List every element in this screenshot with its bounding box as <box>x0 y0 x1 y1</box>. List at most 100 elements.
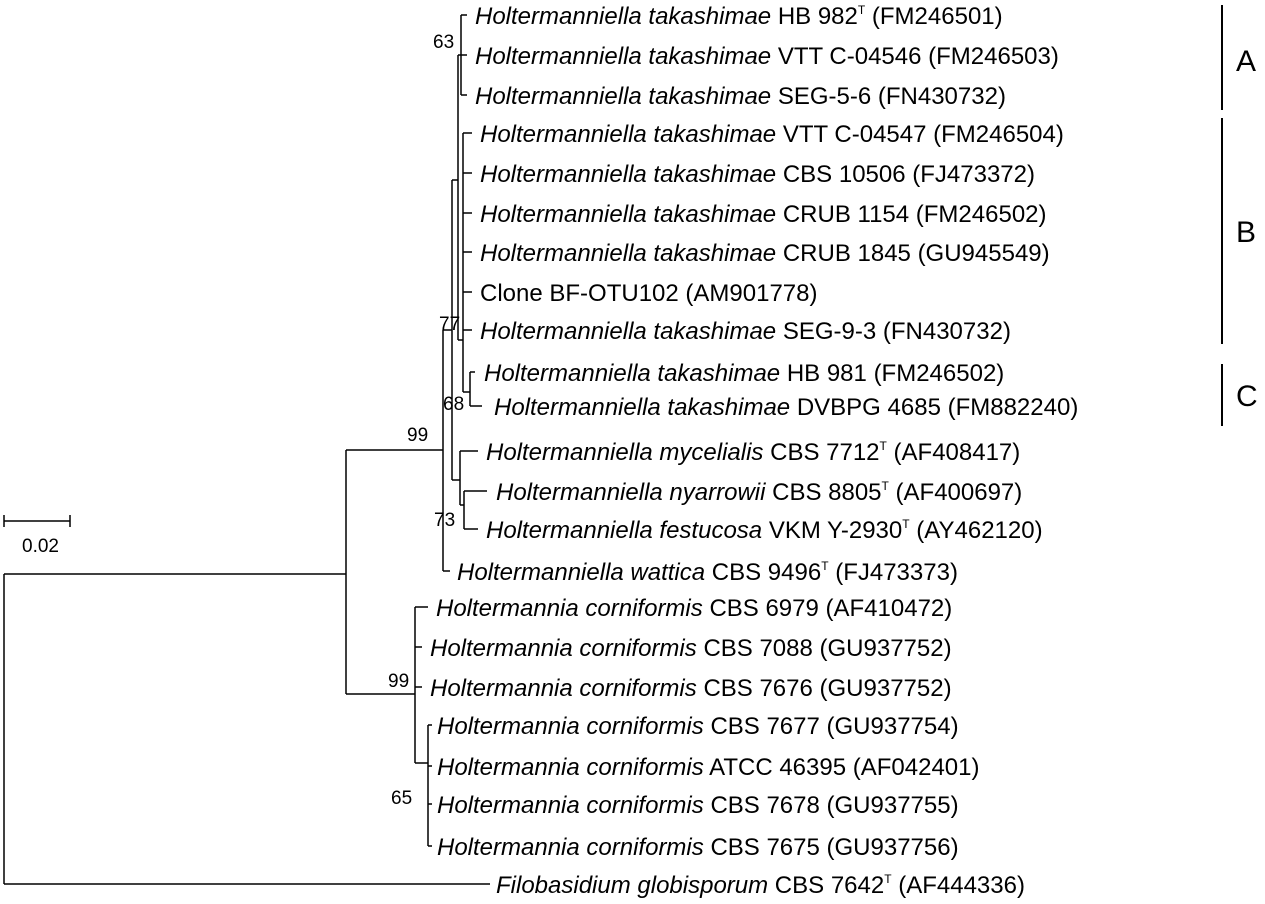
accession-number: (AF042401) <box>853 754 980 781</box>
leaf-label: Clone BF-OTU102 (AM901778) <box>480 280 818 307</box>
strain-name: CBS 7677 <box>710 713 819 740</box>
accession-number: (AF444336) <box>898 872 1025 899</box>
strain-name: CBS 7712 <box>770 439 879 466</box>
clade-markers: A B C <box>1221 5 1258 426</box>
bootstrap-value: 99 <box>407 425 428 446</box>
accession-number: (FM882240) <box>948 394 1079 421</box>
bootstrap-value: 65 <box>391 788 412 809</box>
accession-number: (FN430732) <box>883 318 1011 345</box>
species-name: Holtermanniella takashimae <box>480 318 776 345</box>
accession-number: (FM246503) <box>928 43 1059 70</box>
scale-bar: 0.02 <box>3 515 71 557</box>
strain-name: CRUB 1154 <box>783 201 909 228</box>
strain-name: CRUB 1845 <box>783 240 911 267</box>
accession-number: (AY462120) <box>916 517 1042 544</box>
species-name: Holtermanniella takashimae <box>480 121 776 148</box>
strain-name: VTT C-04546 <box>778 43 922 70</box>
accession-number: (GU937754) <box>827 713 959 740</box>
species-name: Holtermanniella takashimae <box>475 83 771 110</box>
strain-name: HB 981 <box>787 360 867 387</box>
leaf-label: Filobasidium globisporum CBS 7642T (AF44… <box>496 872 1025 899</box>
clade-b-label: B <box>1236 216 1256 249</box>
leaf-label: Holtermanniella nyarrowii CBS 8805T (AF4… <box>496 479 1022 506</box>
species-name: Holtermanniella takashimae <box>480 161 776 188</box>
leaf-label: Holtermanniella festucosa VKM Y-2930T (A… <box>486 517 1043 544</box>
leaf-labels: Holtermanniella takashimae HB 982T (FM24… <box>430 3 1078 899</box>
species-name: Holtermanniella wattica <box>457 559 705 586</box>
species-name: Holtermannia corniformis <box>430 675 697 702</box>
leaf-label: Holtermannia corniformis CBS 7676 (GU937… <box>430 675 952 702</box>
accession-number: (FM246502) <box>874 360 1005 387</box>
leaf-label: Holtermanniella takashimae SEG-5-6 (FN43… <box>475 83 1006 110</box>
leaf-label: Holtermannia corniformis CBS 6979 (AF410… <box>436 595 952 622</box>
type-marker: T <box>880 439 888 453</box>
species-name: Holtermanniella takashimae <box>475 3 771 30</box>
bootstrap-value: 77 <box>439 314 460 335</box>
species-name: Holtermannia corniformis <box>437 754 704 781</box>
accession-number: (FJ473373) <box>835 559 958 586</box>
type-marker: T <box>902 517 910 531</box>
accession-number: (GU937755) <box>827 792 959 819</box>
leaf-label: Holtermannia corniformis CBS 7678 (GU937… <box>437 792 959 819</box>
strain-name: CBS 10506 <box>783 161 906 188</box>
strain-name: VKM Y-2930 <box>769 517 902 544</box>
strain-name: CBS 7675 <box>710 834 819 861</box>
accession-number: (GU937752) <box>820 675 952 702</box>
leaf-label: Holtermannia corniformis CBS 7677 (GU937… <box>437 713 959 740</box>
strain-name: CBS 8805 <box>772 479 881 506</box>
leaf-label: Holtermanniella takashimae HB 981 (FM246… <box>484 360 1004 387</box>
accession-number: (AM901778) <box>685 280 817 307</box>
strain-name: CBS 6979 <box>709 595 818 622</box>
species-name: Holtermannia corniformis <box>437 713 704 740</box>
bootstrap-values: 63 77 68 99 73 99 65 <box>388 32 464 809</box>
accession-number: (FM246502) <box>916 201 1047 228</box>
leaf-label: Holtermanniella takashimae VTT C-04546 (… <box>475 43 1059 70</box>
strain-name: SEG-5-6 <box>778 83 871 110</box>
accession-number: (AF408417) <box>894 439 1021 466</box>
accession-number: (FM246501) <box>872 3 1003 30</box>
leaf-label: Holtermannia corniformis CBS 7088 (GU937… <box>430 635 952 662</box>
leaf-label: Holtermanniella takashimae SEG-9-3 (FN43… <box>480 318 1011 345</box>
species-name: Holtermanniella festucosa <box>486 517 762 544</box>
species-name: Holtermanniella mycelialis <box>486 439 763 466</box>
species-name: Holtermannia corniformis <box>430 635 697 662</box>
strain-name: CBS 7678 <box>710 792 819 819</box>
strain-name: CBS 9496 <box>712 559 821 586</box>
species-name: Holtermanniella nyarrowii <box>496 479 766 506</box>
leaf-label: Holtermanniella takashimae CRUB 1845 (GU… <box>480 240 1050 267</box>
leaf-label: Holtermanniella takashimae HB 982T (FM24… <box>475 3 1003 30</box>
strain-name: SEG-9-3 <box>783 318 876 345</box>
leaf-label: Holtermanniella takashimae CBS 10506 (FJ… <box>480 161 1035 188</box>
leaf-label: Holtermanniella takashimae DVBPG 4685 (F… <box>494 394 1078 421</box>
scale-bar-line <box>3 515 71 527</box>
leaf-label: Holtermannia corniformis ATCC 46395 (AF0… <box>437 754 980 781</box>
species-name: Holtermannia corniformis <box>436 595 703 622</box>
clade-a-label: A <box>1236 45 1256 78</box>
species-name: Holtermanniella takashimae <box>484 360 780 387</box>
type-marker: T <box>882 479 890 493</box>
bootstrap-value: 99 <box>388 671 409 692</box>
leaf-label: Holtermanniella takashimae VTT C-04547 (… <box>480 121 1064 148</box>
strain-name: CBS 7642 <box>775 872 884 899</box>
bootstrap-value: 68 <box>443 394 464 415</box>
strain-name: ATCC 46395 <box>709 754 846 781</box>
strain-name: Clone BF-OTU102 <box>480 280 679 307</box>
type-marker: T <box>884 872 892 886</box>
leaf-label: Holtermannia corniformis CBS 7675 (GU937… <box>437 834 959 861</box>
accession-number: (FM246504) <box>933 121 1064 148</box>
type-marker: T <box>821 559 829 573</box>
strain-name: DVBPG 4685 <box>797 394 941 421</box>
accession-number: (GU937752) <box>820 635 952 662</box>
species-name: Holtermanniella takashimae <box>480 201 776 228</box>
species-name: Holtermanniella takashimae <box>480 240 776 267</box>
bootstrap-value: 63 <box>433 32 454 53</box>
strain-name: CBS 7088 <box>703 635 812 662</box>
accession-number: (FN430732) <box>878 83 1006 110</box>
bootstrap-value: 73 <box>434 510 455 531</box>
accession-number: (FJ473372) <box>912 161 1035 188</box>
leaf-label: Holtermanniella wattica CBS 9496T (FJ473… <box>457 559 958 586</box>
species-name: Holtermanniella takashimae <box>494 394 790 421</box>
species-name: Filobasidium globisporum <box>496 872 768 899</box>
leaf-label: Holtermanniella mycelialis CBS 7712T (AF… <box>486 439 1020 466</box>
